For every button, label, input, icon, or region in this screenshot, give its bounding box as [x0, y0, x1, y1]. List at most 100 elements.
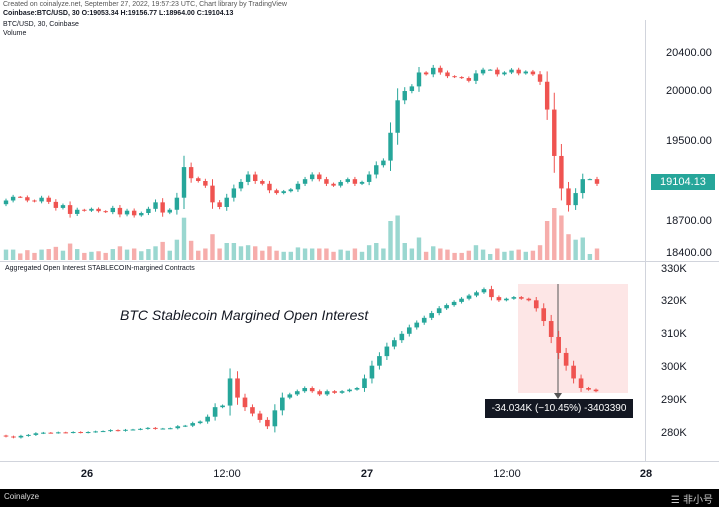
oi-candle	[369, 365, 375, 379]
volume-bar	[32, 252, 37, 260]
price-axis-tick: 19500.00	[666, 135, 712, 147]
oi-candle	[182, 425, 188, 427]
price-candle	[402, 91, 407, 101]
oi-candle	[78, 432, 83, 434]
price-candle	[39, 197, 44, 202]
volume-bar	[302, 248, 308, 260]
price-candle	[459, 77, 464, 79]
volume-bar	[402, 243, 407, 260]
oi-candle	[138, 428, 143, 430]
oi-candle	[399, 333, 405, 341]
volume-bar	[295, 247, 301, 260]
volume-bar	[117, 246, 123, 260]
oi-candle	[571, 365, 576, 379]
oi-candle	[41, 432, 46, 434]
price-candle	[466, 78, 472, 81]
oi-candle	[26, 434, 31, 436]
oi-candle	[466, 295, 472, 299]
price-candle	[509, 69, 514, 73]
volume-bar	[423, 251, 429, 260]
open-interest-title: Aggregated Open Interest STABLECOIN-marg…	[5, 265, 195, 272]
price-axis-tick: 18700.00	[666, 215, 712, 227]
oi-candle	[11, 436, 16, 438]
volume-bar	[317, 248, 322, 260]
last-price-badge: 19104.13	[651, 174, 715, 190]
price-candle	[480, 69, 486, 74]
oi-axis-tick: 300K	[661, 361, 687, 373]
oi-axis-tick: 290K	[661, 394, 687, 406]
oi-candle	[265, 419, 270, 427]
price-candle	[124, 210, 130, 215]
price-candle	[217, 202, 222, 207]
price-axis-tick: 20400.00	[666, 47, 712, 59]
volume-bar	[338, 249, 343, 260]
oi-candle	[586, 388, 591, 390]
price-candle	[374, 165, 379, 175]
volume-bar	[124, 249, 130, 260]
price-candle	[245, 174, 251, 182]
oi-candle	[481, 289, 487, 293]
measure-label: -34.034K (−10.45%) -3403390	[485, 399, 633, 418]
volume-bar	[3, 249, 9, 260]
oi-candle	[272, 410, 278, 427]
price-candle	[381, 160, 386, 166]
ohlc-readout: Coinbase:BTC/USD, 30 O:19053.34 H:19156.…	[3, 10, 234, 17]
volume-bar	[374, 243, 379, 260]
oi-candle	[421, 317, 427, 323]
volume-bar	[231, 243, 237, 260]
oi-candle	[392, 340, 397, 347]
price-candle	[495, 69, 500, 75]
oi-candle	[242, 397, 248, 408]
volume-bar	[516, 249, 521, 260]
price-candle	[281, 191, 286, 194]
price-candle	[25, 197, 30, 201]
oi-candle	[145, 427, 151, 429]
oi-candle	[250, 407, 255, 414]
oi-candle	[48, 432, 54, 434]
volume-bar	[253, 246, 258, 260]
price-candle	[117, 207, 123, 215]
oi-candle	[160, 428, 166, 430]
oi-candle	[227, 378, 233, 406]
price-candle	[60, 205, 66, 208]
price-candle	[580, 179, 585, 194]
oi-candle	[33, 433, 39, 435]
price-candle	[167, 209, 172, 213]
oi-candle	[115, 430, 121, 432]
price-candle	[210, 185, 215, 203]
oi-candle	[526, 298, 532, 301]
time-axis-tick: 26	[80, 468, 94, 480]
volume-bar	[438, 248, 443, 260]
oi-candle	[197, 421, 203, 424]
price-candle	[67, 205, 73, 214]
oi-candle	[496, 297, 502, 301]
volume-bar	[445, 249, 450, 260]
oi-candle	[294, 391, 300, 395]
price-candle	[188, 167, 194, 179]
volume-bar	[452, 252, 457, 260]
oi-candle	[18, 435, 24, 438]
price-candle	[452, 76, 457, 78]
price-candle	[544, 81, 550, 110]
volume-bar	[103, 252, 108, 260]
volume-bar	[544, 221, 550, 260]
oi-candle	[3, 435, 9, 437]
price-candle	[224, 197, 229, 207]
oi-axis-tick: 320K	[661, 295, 687, 307]
volume-bar	[487, 254, 493, 260]
price-candle	[53, 201, 59, 208]
price-candle	[295, 183, 301, 190]
price-candle	[331, 183, 336, 186]
price-candle	[359, 181, 365, 184]
volume-bar	[153, 246, 158, 260]
volume-bar	[210, 234, 215, 260]
time-axis-tick: 28	[639, 468, 653, 480]
price-candle	[423, 72, 429, 75]
price-candle	[110, 207, 116, 213]
price-axis-tick: 18400.00	[666, 247, 712, 259]
volume-bar	[18, 253, 23, 260]
volume-bar	[466, 250, 472, 260]
price-candle	[146, 208, 151, 214]
time-axis-tick: 27	[360, 468, 374, 480]
price-candle	[552, 109, 557, 156]
